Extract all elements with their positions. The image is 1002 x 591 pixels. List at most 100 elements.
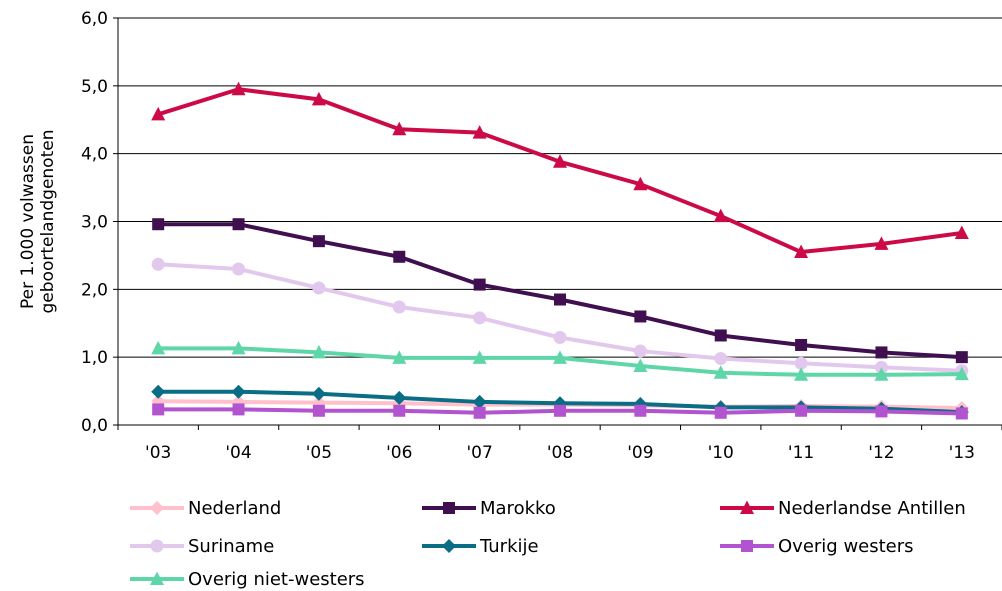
data-point bbox=[473, 311, 487, 325]
data-point bbox=[393, 404, 406, 417]
data-point bbox=[553, 350, 567, 364]
x-tick-label: '09 bbox=[627, 443, 653, 463]
data-point bbox=[231, 384, 246, 399]
legend-marker bbox=[740, 500, 754, 514]
data-point bbox=[152, 403, 165, 416]
data-point bbox=[874, 367, 889, 381]
legend-item: Marokko bbox=[422, 498, 556, 519]
series-marokko bbox=[152, 218, 968, 364]
gridlines bbox=[118, 17, 1002, 358]
x-tick-label: '12 bbox=[868, 443, 894, 463]
data-point bbox=[875, 405, 888, 418]
data-point bbox=[311, 344, 326, 359]
axes bbox=[113, 17, 1002, 430]
series-suriname bbox=[151, 257, 969, 378]
data-point bbox=[794, 356, 808, 370]
legend-label: Overig westers bbox=[778, 536, 914, 557]
data-point bbox=[473, 278, 486, 291]
y-axis-title: Per 1.000 volwassen geboortelandgenoten bbox=[18, 130, 58, 314]
data-point bbox=[392, 390, 407, 405]
series-turkije bbox=[151, 384, 969, 420]
y-tick-label: 0,0 bbox=[81, 416, 108, 436]
data-point bbox=[714, 406, 727, 419]
data-point bbox=[231, 340, 246, 355]
data-point bbox=[393, 250, 406, 263]
data-point bbox=[553, 154, 567, 168]
legend-marker bbox=[150, 571, 164, 585]
data-point bbox=[554, 404, 566, 417]
data-point bbox=[232, 403, 245, 416]
data-point bbox=[472, 350, 487, 364]
data-point bbox=[392, 121, 407, 136]
x-tick-label: '11 bbox=[788, 443, 814, 463]
x-tick-label: '07 bbox=[466, 443, 492, 463]
y-tick-label: 6,0 bbox=[81, 9, 108, 29]
data-point bbox=[392, 300, 406, 314]
data-point bbox=[473, 406, 486, 419]
legend-item: Overig niet-westers bbox=[130, 569, 365, 590]
data-point bbox=[713, 365, 728, 379]
y-tick-label: 5,0 bbox=[81, 77, 108, 97]
y-tick-labels: 0,0 1,0 2,0 3,0 4,0 5,0 6,0 bbox=[81, 9, 108, 436]
data-point bbox=[472, 394, 487, 409]
data-point bbox=[875, 346, 888, 359]
data-point bbox=[151, 384, 166, 399]
data-point bbox=[714, 329, 727, 342]
y-tick-label: 1,0 bbox=[81, 348, 108, 368]
legend-label: Nederland bbox=[188, 498, 281, 519]
data-point bbox=[151, 257, 165, 271]
legend-item: Nederland bbox=[130, 498, 281, 519]
data-point bbox=[312, 404, 325, 417]
data-point bbox=[472, 125, 487, 139]
data-point bbox=[795, 404, 808, 417]
legend-marker bbox=[442, 539, 456, 553]
legend-item: Overig westers bbox=[720, 536, 914, 557]
legend-marker bbox=[443, 502, 455, 514]
legend-item: Suriname bbox=[130, 536, 274, 557]
x-tick-label: '05 bbox=[306, 443, 332, 463]
legend-label: Suriname bbox=[188, 536, 274, 557]
x-tick-labels: '03 '04 '05 '06 '07 '08 '09 '10 '11 '12 '13 bbox=[145, 443, 975, 463]
legend-label: Turkije bbox=[479, 536, 539, 557]
data-point bbox=[633, 358, 648, 372]
data-point bbox=[151, 340, 166, 355]
data-point bbox=[232, 218, 245, 231]
legend-label: Nederlandse Antillen bbox=[778, 498, 966, 519]
data-point bbox=[311, 386, 326, 401]
series-overig-westers bbox=[152, 403, 968, 420]
data-point bbox=[954, 225, 969, 240]
data-point bbox=[794, 244, 809, 259]
y-axis-title-line: geboortelandgenoten bbox=[38, 130, 58, 314]
data-point bbox=[312, 281, 326, 295]
legend-marker bbox=[150, 539, 164, 553]
legend-item: Turkije bbox=[422, 536, 539, 557]
data-point bbox=[312, 235, 325, 248]
data-point bbox=[795, 338, 808, 351]
data-point bbox=[874, 236, 889, 250]
data-point bbox=[633, 176, 648, 191]
data-point bbox=[713, 208, 728, 223]
data-point bbox=[554, 293, 566, 306]
legend-label: Overig niet-westers bbox=[188, 569, 365, 590]
legend-marker bbox=[741, 540, 753, 552]
data-point bbox=[794, 367, 809, 381]
series-nederlandse-antillen bbox=[151, 81, 969, 259]
y-axis-title-line: Per 1.000 volwassen bbox=[18, 134, 38, 309]
x-tick-label: '13 bbox=[949, 443, 975, 463]
x-tick-label: '04 bbox=[225, 443, 251, 463]
data-point bbox=[955, 351, 968, 364]
data-point bbox=[634, 404, 647, 417]
y-tick-label: 3,0 bbox=[81, 213, 108, 233]
data-point bbox=[392, 350, 407, 364]
series-overig-niet-westers bbox=[151, 340, 969, 381]
x-tick-label: '03 bbox=[145, 443, 171, 463]
data-point bbox=[954, 366, 969, 381]
data-point bbox=[311, 91, 326, 106]
series-line bbox=[157, 87, 963, 255]
data-point bbox=[553, 330, 567, 344]
data-point bbox=[633, 344, 647, 358]
data-point bbox=[152, 218, 165, 231]
y-tick-label: 4,0 bbox=[81, 145, 108, 165]
x-tick-label: '08 bbox=[547, 443, 573, 463]
x-tick-label: '10 bbox=[708, 443, 734, 463]
